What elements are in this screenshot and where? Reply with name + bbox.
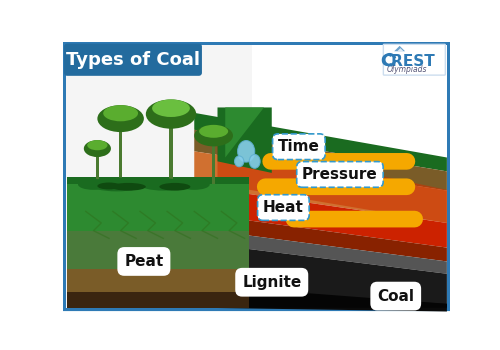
Ellipse shape xyxy=(98,183,120,189)
Text: Types of Coal: Types of Coal xyxy=(66,51,200,69)
Text: Heat: Heat xyxy=(263,200,304,215)
Polygon shape xyxy=(218,107,272,173)
Polygon shape xyxy=(394,46,405,51)
Ellipse shape xyxy=(146,99,196,129)
Text: Lignite: Lignite xyxy=(242,275,302,290)
Polygon shape xyxy=(67,231,248,288)
Bar xyxy=(119,127,122,184)
Ellipse shape xyxy=(160,183,190,191)
Ellipse shape xyxy=(98,105,144,132)
Ellipse shape xyxy=(250,154,260,168)
Bar xyxy=(170,123,172,184)
Polygon shape xyxy=(194,186,447,247)
Ellipse shape xyxy=(140,178,186,191)
Polygon shape xyxy=(225,107,264,158)
Polygon shape xyxy=(194,113,447,172)
Text: Pressure: Pressure xyxy=(302,167,378,182)
Polygon shape xyxy=(194,288,447,312)
Polygon shape xyxy=(218,142,447,223)
Ellipse shape xyxy=(179,179,210,190)
Polygon shape xyxy=(194,242,447,308)
Polygon shape xyxy=(398,48,404,51)
FancyBboxPatch shape xyxy=(291,214,301,224)
FancyBboxPatch shape xyxy=(65,44,448,309)
FancyBboxPatch shape xyxy=(287,182,298,192)
Ellipse shape xyxy=(238,141,254,162)
Ellipse shape xyxy=(120,177,160,187)
Text: CREST: CREST xyxy=(380,54,435,69)
Polygon shape xyxy=(194,285,447,308)
Text: Olympiads: Olympiads xyxy=(387,65,428,74)
Bar xyxy=(66,45,252,308)
Ellipse shape xyxy=(84,140,111,157)
Ellipse shape xyxy=(78,179,109,190)
FancyBboxPatch shape xyxy=(294,156,305,167)
Ellipse shape xyxy=(103,105,138,121)
Polygon shape xyxy=(67,292,248,308)
Text: Time: Time xyxy=(278,139,320,154)
Ellipse shape xyxy=(87,140,108,150)
Bar xyxy=(96,154,99,184)
Text: Coal: Coal xyxy=(378,289,414,303)
FancyBboxPatch shape xyxy=(304,214,314,224)
Bar xyxy=(194,107,447,308)
Text: Peat: Peat xyxy=(124,254,164,269)
Ellipse shape xyxy=(152,99,190,117)
Polygon shape xyxy=(67,177,248,188)
Polygon shape xyxy=(194,130,447,191)
FancyBboxPatch shape xyxy=(275,182,285,192)
FancyBboxPatch shape xyxy=(262,182,272,192)
FancyBboxPatch shape xyxy=(65,44,201,75)
Polygon shape xyxy=(194,228,447,274)
Polygon shape xyxy=(194,151,447,223)
Ellipse shape xyxy=(194,125,233,146)
Ellipse shape xyxy=(90,177,144,191)
Ellipse shape xyxy=(234,156,244,167)
Polygon shape xyxy=(194,213,447,261)
Ellipse shape xyxy=(169,178,196,186)
Ellipse shape xyxy=(199,125,228,138)
Ellipse shape xyxy=(111,183,146,191)
FancyBboxPatch shape xyxy=(316,214,326,224)
Polygon shape xyxy=(67,269,248,308)
Polygon shape xyxy=(67,184,248,235)
FancyBboxPatch shape xyxy=(281,156,292,167)
Bar xyxy=(212,142,215,184)
FancyBboxPatch shape xyxy=(268,156,278,167)
